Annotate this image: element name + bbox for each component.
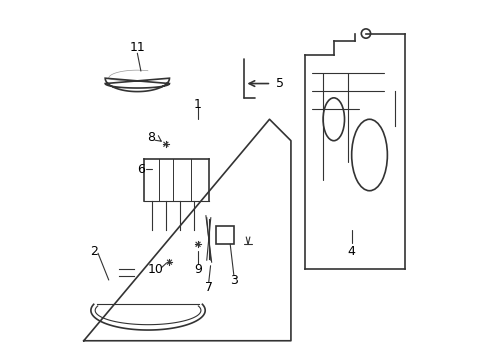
Text: 7: 7 [204,281,212,294]
Text: 1: 1 [194,99,202,112]
Text: 8: 8 [147,131,155,144]
Text: 5: 5 [276,77,284,90]
Text: 4: 4 [347,245,355,258]
Bar [216,226,233,244]
Text: 11: 11 [129,41,145,54]
Text: 2: 2 [90,245,98,258]
Text: 3: 3 [229,274,237,287]
Text: 6: 6 [137,163,144,176]
Text: 9: 9 [194,263,202,276]
Text: 10: 10 [147,263,163,276]
